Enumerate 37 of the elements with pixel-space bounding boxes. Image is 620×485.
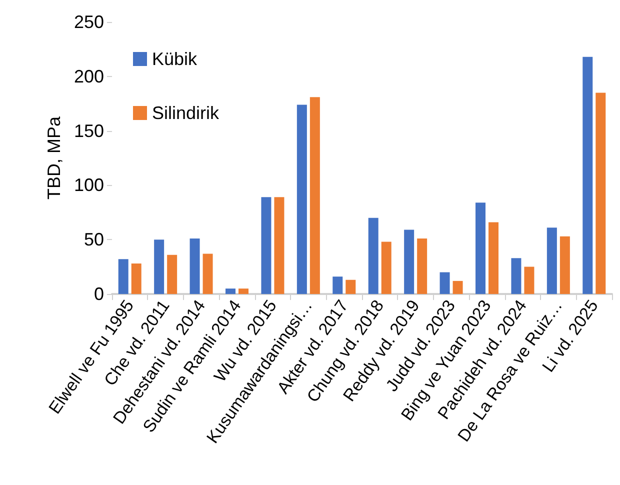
- bar: [417, 238, 428, 294]
- bar: [261, 197, 272, 294]
- bar: [154, 240, 164, 294]
- bar: [404, 230, 414, 294]
- y-tick-label: 100: [74, 175, 104, 196]
- bar: [131, 264, 142, 294]
- y-tick-label: 250: [74, 12, 104, 32]
- bar: [190, 238, 200, 294]
- bar: [381, 242, 392, 294]
- y-axis-title: TBD, MPa: [44, 116, 64, 200]
- y-tick-label: 50: [84, 230, 104, 250]
- bar: [488, 222, 498, 294]
- bar: [296, 104, 307, 294]
- bar: [118, 259, 128, 294]
- bar: [346, 280, 356, 294]
- bar: [310, 97, 320, 294]
- y-tick-label: 200: [74, 66, 104, 86]
- bar: [226, 288, 236, 294]
- bar: [560, 236, 570, 294]
- bar: [476, 202, 486, 294]
- y-tick-label: 0: [94, 284, 104, 304]
- bar: [524, 266, 534, 294]
- y-tick-label: 150: [74, 120, 104, 141]
- bar: [332, 276, 343, 294]
- bar: [238, 288, 248, 294]
- bar: [274, 197, 284, 294]
- bar: [202, 254, 213, 294]
- bar: [368, 218, 378, 294]
- bar: [167, 254, 178, 294]
- bar: [596, 92, 606, 294]
- bar: [582, 56, 593, 294]
- legend-label: Silindirik: [152, 103, 220, 123]
- bar: [511, 258, 522, 294]
- bar: [546, 228, 557, 294]
- bar: [440, 272, 450, 294]
- bar: [452, 280, 463, 294]
- legend-label: Kübik: [152, 49, 198, 69]
